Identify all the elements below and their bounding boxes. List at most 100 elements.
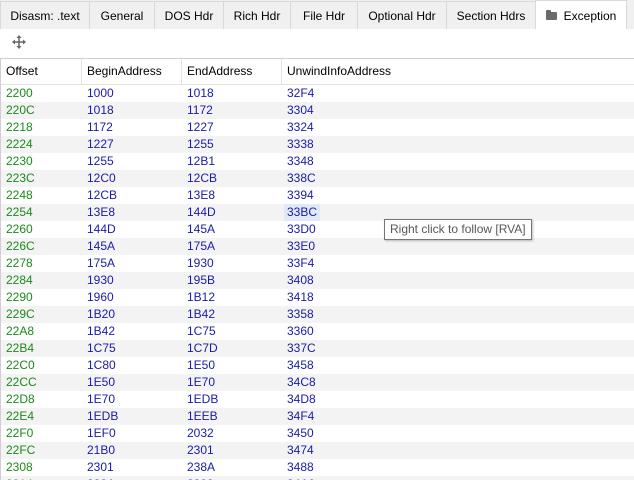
table-row[interactable]: 22CC 1E50 1E70 34C8 bbox=[1, 374, 634, 391]
table-row[interactable]: 22D8 1E70 1EDB 34D8 bbox=[1, 391, 634, 408]
unwind-info-address-cell[interactable]: 34F4 bbox=[287, 409, 315, 423]
offset-cell[interactable]: 2200 bbox=[6, 86, 33, 100]
unwind-info-address-cell[interactable]: 3458 bbox=[287, 358, 314, 372]
tab-rich-hdr[interactable]: Rich Hdr bbox=[223, 1, 291, 29]
offset-cell[interactable]: 2290 bbox=[6, 290, 33, 304]
end-address-cell[interactable]: 2399 bbox=[182, 476, 282, 480]
end-address-cell[interactable]: 2301 bbox=[187, 443, 214, 457]
begin-address-cell[interactable]: 1000 bbox=[87, 86, 114, 100]
begin-address-cell[interactable]: 2301 bbox=[87, 460, 114, 474]
table-row[interactable]: 2248 12CB 13E8 3394 bbox=[1, 187, 634, 204]
offset-cell[interactable]: 22B4 bbox=[6, 341, 35, 355]
unwind-info-address-cell[interactable]: 33D0 bbox=[287, 222, 316, 236]
table-row[interactable]: 2290 1960 1B12 3418 bbox=[1, 289, 634, 306]
unwind-info-address-cell[interactable]: 3450 bbox=[287, 426, 314, 440]
table-row[interactable]: 2254 13E8 144D 33BC bbox=[1, 204, 634, 221]
offset-cell[interactable]: 2314 bbox=[1, 476, 82, 480]
offset-cell[interactable]: 2254 bbox=[6, 205, 33, 219]
table-row[interactable]: 226C 145A 175A 33E0 bbox=[1, 238, 634, 255]
offset-cell[interactable]: 22C0 bbox=[6, 358, 35, 372]
offset-cell[interactable]: 22E4 bbox=[6, 409, 35, 423]
column-header-unwind-info-address[interactable]: UnwindInfoAddress bbox=[287, 64, 392, 78]
end-address-cell[interactable]: 1018 bbox=[187, 86, 214, 100]
offset-cell[interactable]: 229C bbox=[6, 307, 35, 321]
tab-general[interactable]: General bbox=[89, 1, 155, 29]
end-address-cell[interactable]: 2032 bbox=[187, 426, 214, 440]
offset-cell[interactable]: 2278 bbox=[6, 256, 33, 270]
end-address-cell[interactable]: 1E70 bbox=[187, 375, 216, 389]
unwind-info-address-cell[interactable]: 3474 bbox=[287, 443, 314, 457]
column-header-offset[interactable]: Offset bbox=[1, 59, 82, 84]
begin-address-cell[interactable]: 21B0 bbox=[87, 443, 116, 457]
begin-address-cell[interactable]: 238A bbox=[82, 476, 182, 480]
table-row[interactable]: 2230 1255 12B1 3348 bbox=[1, 153, 634, 170]
unwind-info-address-cell[interactable]: 3488 bbox=[287, 460, 314, 474]
unwind-info-address-cell[interactable]: 3338 bbox=[287, 137, 314, 151]
end-address-cell[interactable]: 1227 bbox=[187, 120, 214, 134]
begin-address-cell[interactable]: 1E70 bbox=[87, 392, 116, 406]
begin-address-cell[interactable]: 1EDB bbox=[87, 409, 119, 423]
table-row[interactable]: 2284 1930 195B 3408 bbox=[1, 272, 634, 289]
table-row[interactable]: 223C 12C0 12CB 338C bbox=[1, 170, 634, 187]
end-address-cell[interactable]: 1EEB bbox=[187, 409, 218, 423]
end-address-cell[interactable]: 1EDB bbox=[187, 392, 219, 406]
begin-address-cell[interactable]: 1EF0 bbox=[87, 426, 116, 440]
tab-disasm-text[interactable]: Disasm: .text bbox=[0, 1, 90, 29]
end-address-cell[interactable]: 175A bbox=[187, 239, 216, 253]
table-row[interactable]: 2278 175A 1930 33F4 bbox=[1, 255, 634, 272]
unwind-info-address-cell[interactable]: 34C8 bbox=[287, 375, 316, 389]
begin-address-cell[interactable]: 1255 bbox=[87, 154, 114, 168]
unwind-info-address-cell[interactable]: 3304 bbox=[287, 103, 314, 117]
begin-address-cell[interactable]: 175A bbox=[87, 256, 116, 270]
table-row[interactable]: 2314238A239934A0 bbox=[1, 476, 634, 480]
end-address-cell[interactable]: 1E50 bbox=[187, 358, 216, 372]
begin-address-cell[interactable]: 13E8 bbox=[87, 205, 116, 219]
begin-address-cell[interactable]: 1E50 bbox=[87, 375, 116, 389]
end-address-cell[interactable]: 238A bbox=[187, 460, 216, 474]
begin-address-cell[interactable]: 1172 bbox=[87, 120, 113, 134]
end-address-cell[interactable]: 195B bbox=[187, 273, 216, 287]
table-row[interactable]: 2218 1172 1227 3324 bbox=[1, 119, 634, 136]
tab-optional-hdr[interactable]: Optional Hdr bbox=[357, 1, 447, 29]
end-address-cell[interactable]: 1255 bbox=[187, 137, 214, 151]
table-row[interactable]: 22B4 1C75 1C7D 337C bbox=[1, 340, 634, 357]
table-row[interactable]: 2308 2301 238A 3488 bbox=[1, 459, 634, 476]
end-address-cell[interactable]: 12CB bbox=[187, 171, 218, 185]
unwind-info-address-cell[interactable]: 3408 bbox=[287, 273, 314, 287]
begin-address-cell[interactable]: 1C75 bbox=[87, 341, 116, 355]
begin-address-cell[interactable]: 1018 bbox=[87, 103, 114, 117]
offset-cell[interactable]: 22FC bbox=[6, 443, 36, 457]
begin-address-cell[interactable]: 1930 bbox=[87, 273, 114, 287]
offset-cell[interactable]: 2308 bbox=[6, 460, 33, 474]
unwind-info-address-cell[interactable]: 33F4 bbox=[287, 256, 315, 270]
end-address-cell[interactable]: 1C7D bbox=[187, 341, 218, 355]
tab-exception[interactable]: Exception bbox=[535, 0, 627, 30]
begin-address-cell[interactable]: 1B42 bbox=[87, 324, 116, 338]
offset-cell[interactable]: 223C bbox=[6, 171, 35, 185]
offset-cell[interactable]: 226C bbox=[6, 239, 35, 253]
unwind-info-address-cell[interactable]: 3324 bbox=[287, 120, 314, 134]
end-address-cell[interactable]: 12B1 bbox=[187, 154, 216, 168]
end-address-cell[interactable]: 1172 bbox=[187, 103, 213, 117]
begin-address-cell[interactable]: 1227 bbox=[87, 137, 114, 151]
offset-cell[interactable]: 2284 bbox=[6, 273, 33, 287]
offset-cell[interactable]: 2218 bbox=[6, 120, 33, 134]
unwind-info-address-cell[interactable]: 34D8 bbox=[287, 392, 316, 406]
end-address-cell[interactable]: 1930 bbox=[187, 256, 214, 270]
begin-address-cell[interactable]: 12CB bbox=[87, 188, 118, 202]
end-address-cell[interactable]: 1C75 bbox=[187, 324, 216, 338]
table-row[interactable]: 2200 1000 1018 32F4 bbox=[1, 85, 634, 102]
begin-address-cell[interactable]: 1960 bbox=[87, 290, 114, 304]
selected-value[interactable]: 33BC bbox=[284, 204, 321, 221]
begin-address-cell[interactable]: 1B20 bbox=[87, 307, 116, 321]
unwind-info-address-cell[interactable]: 338C bbox=[287, 171, 316, 185]
begin-address-cell[interactable]: 1C80 bbox=[87, 358, 116, 372]
end-address-cell[interactable]: 13E8 bbox=[187, 188, 216, 202]
table-row[interactable]: 22FC 21B0 2301 3474 bbox=[1, 442, 634, 459]
unwind-info-address-cell[interactable]: 337C bbox=[287, 341, 316, 355]
offset-cell[interactable]: 2230 bbox=[6, 154, 33, 168]
move-arrows-icon[interactable] bbox=[10, 33, 28, 51]
unwind-info-address-cell[interactable]: 3358 bbox=[287, 307, 314, 321]
offset-cell[interactable]: 22F0 bbox=[6, 426, 34, 440]
unwind-info-address-cell[interactable]: 3394 bbox=[287, 188, 314, 202]
